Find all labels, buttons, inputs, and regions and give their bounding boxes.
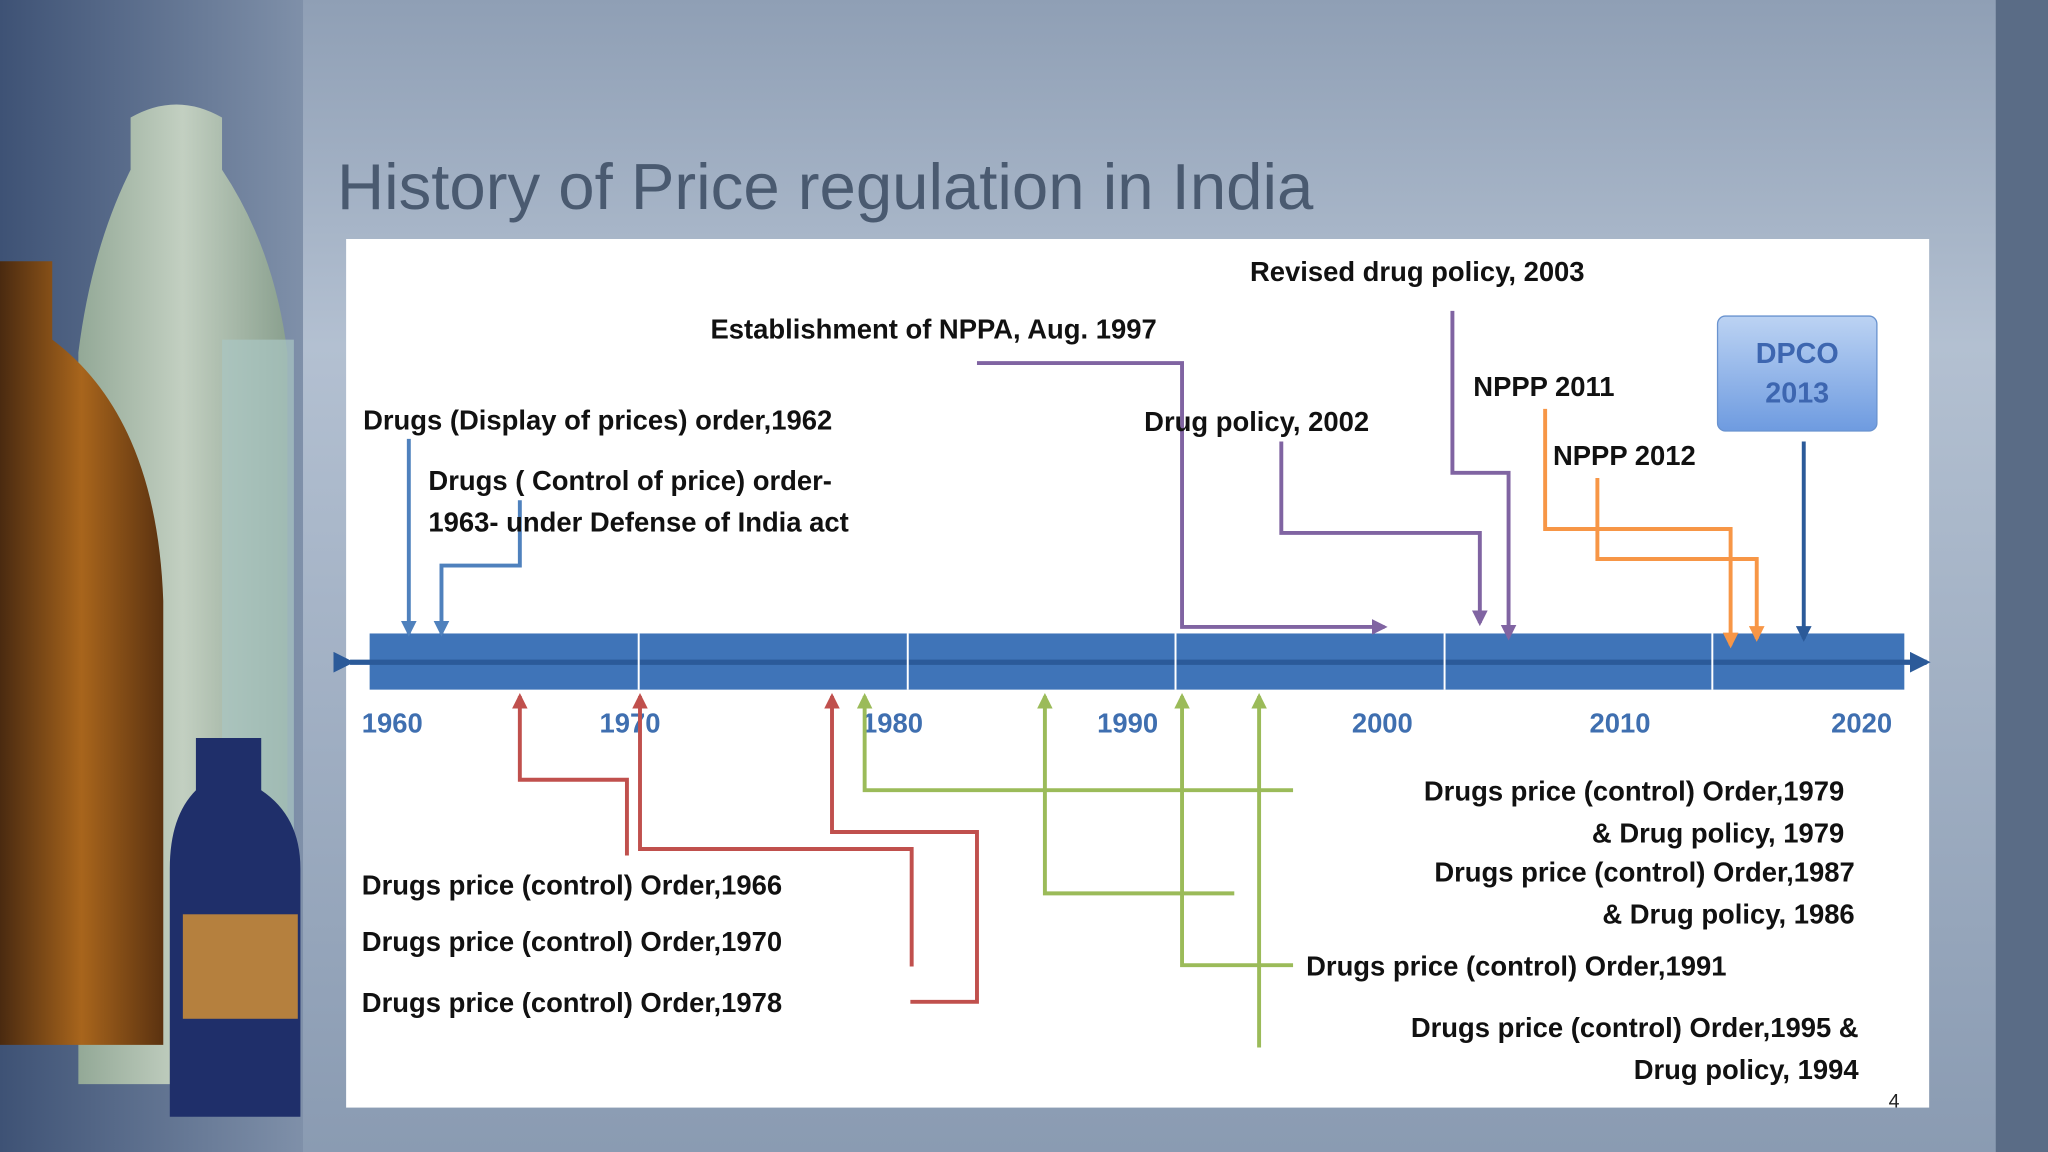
event-label: 1963- under Defense of India act <box>428 507 848 538</box>
axis-labels: 1960 1970 1980 1990 2000 2010 2020 <box>362 708 1892 739</box>
event-label: Drug policy, 2002 <box>1144 406 1369 437</box>
photo-panel <box>0 0 304 1152</box>
event-label: Drugs (Display of prices) order,1962 <box>363 405 832 436</box>
year-label: 2020 <box>1831 708 1892 739</box>
year-label: 2000 <box>1352 708 1413 739</box>
connectors <box>400 310 1812 1048</box>
event-label: Drugs price (control) Order,1978 <box>362 987 782 1018</box>
event-label: NPPP 2011 <box>1473 371 1614 402</box>
year-label: 1960 <box>362 708 423 739</box>
event-label: Drugs price (control) Order,1987 <box>1434 857 1854 888</box>
slide-title: History of Price regulation in India <box>337 150 1314 223</box>
event-label: Drugs price (control) Order,1979 <box>1424 776 1844 807</box>
year-label: 1980 <box>862 708 923 739</box>
event-label: & Drug policy, 1979 <box>1592 817 1844 848</box>
events-below: Drugs price (control) Order,1966 Drugs p… <box>362 776 1860 1085</box>
year-label: 1970 <box>600 708 661 739</box>
page-number: 4 <box>1889 1091 1900 1113</box>
timeline <box>333 633 1931 690</box>
events-above: Drugs (Display of prices) order,1962 Dru… <box>363 256 1696 538</box>
event-label: Revised drug policy, 2003 <box>1250 256 1585 287</box>
event-label: NPPP 2012 <box>1553 440 1696 471</box>
event-label: Drugs ( Control of price) order- <box>428 465 831 496</box>
right-strip <box>1995 0 2048 1152</box>
event-label: Drugs price (control) Order,1991 <box>1306 951 1726 982</box>
event-label: Drug policy, 1994 <box>1634 1054 1860 1085</box>
year-label: 2010 <box>1590 708 1651 739</box>
event-label: Drugs price (control) Order,1970 <box>362 926 782 957</box>
event-label: Establishment of NPPA, Aug. 1997 <box>711 313 1157 344</box>
dpco-badge: DPCO 2013 <box>1716 315 1878 432</box>
event-label: & Drug policy, 1986 <box>1602 898 1854 929</box>
event-label: Drugs price (control) Order,1966 <box>362 870 782 901</box>
event-label: Drugs price (control) Order,1995 & <box>1411 1012 1859 1043</box>
year-label: 1990 <box>1097 708 1158 739</box>
badge-text: 2013 <box>1765 377 1829 409</box>
badge-text: DPCO <box>1756 338 1839 370</box>
